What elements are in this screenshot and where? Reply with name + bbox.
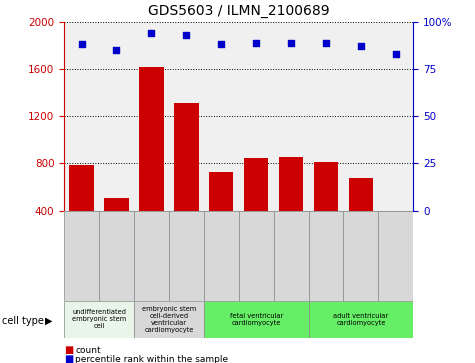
Text: adult ventricular
cardiomyocyte: adult ventricular cardiomyocyte [333, 313, 389, 326]
Point [218, 41, 225, 47]
Bar [244, 158, 268, 258]
Bar [349, 178, 373, 258]
Point [392, 51, 399, 57]
Text: ▶: ▶ [45, 316, 53, 326]
Point [78, 41, 86, 47]
Point [322, 40, 330, 45]
Point [287, 40, 295, 45]
Bar [134, 211, 169, 301]
Bar [174, 103, 199, 258]
Bar [104, 197, 129, 258]
Text: embryonic stem
cell-derived
ventricular
cardiomyocyte: embryonic stem cell-derived ventricular … [142, 306, 196, 333]
Bar [204, 301, 309, 338]
Bar [64, 301, 134, 338]
Bar [99, 211, 134, 301]
Title: GDS5603 / ILMN_2100689: GDS5603 / ILMN_2100689 [148, 4, 330, 18]
Bar [384, 249, 408, 258]
Bar [204, 211, 238, 301]
Bar [134, 301, 204, 338]
Bar [309, 211, 343, 301]
Bar [69, 164, 94, 258]
Text: undifferentiated
embryonic stem
cell: undifferentiated embryonic stem cell [72, 309, 126, 330]
Point [357, 44, 365, 49]
Bar [343, 211, 379, 301]
Bar [314, 162, 338, 258]
Bar [139, 67, 163, 258]
Text: count: count [75, 346, 101, 355]
Text: fetal ventricular
cardiomyocyte: fetal ventricular cardiomyocyte [229, 313, 283, 326]
Text: cell type: cell type [2, 316, 44, 326]
Text: ■: ■ [64, 345, 73, 355]
Bar [309, 301, 413, 338]
Point [148, 30, 155, 36]
Bar [64, 211, 99, 301]
Bar [379, 211, 413, 301]
Bar [209, 172, 233, 258]
Text: ■: ■ [64, 354, 73, 363]
Text: percentile rank within the sample: percentile rank within the sample [75, 355, 228, 363]
Point [252, 40, 260, 45]
Bar [279, 157, 303, 258]
Bar [274, 211, 309, 301]
Bar [238, 211, 274, 301]
Point [113, 47, 120, 53]
Bar [169, 211, 204, 301]
Point [182, 32, 190, 38]
